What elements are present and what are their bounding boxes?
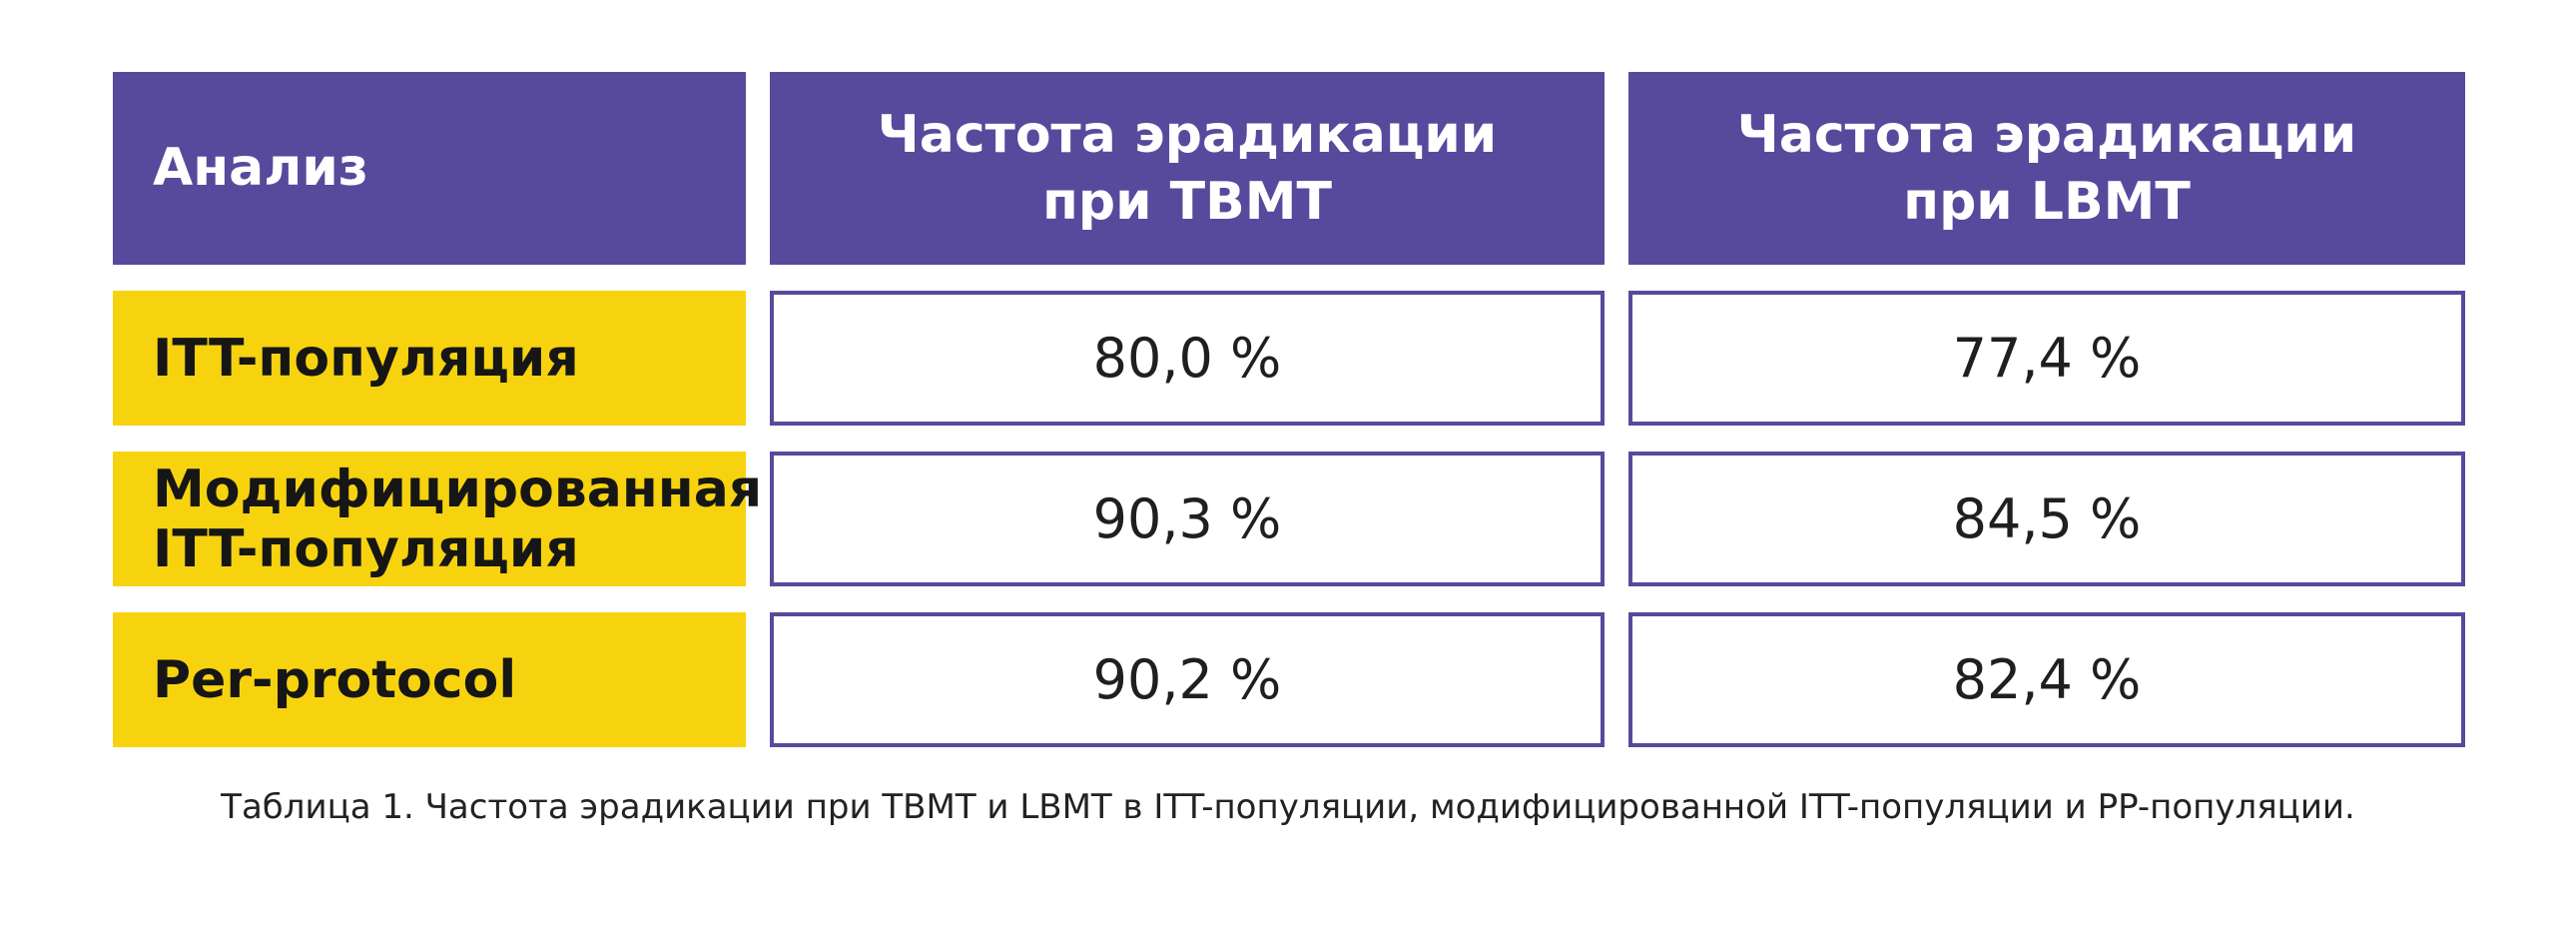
row-label: Модифицированная ITT-популяция [113, 452, 762, 586]
table-row: Модифицированная ITT-популяция 90,3 % 84… [113, 452, 2465, 586]
tbmt-value: 80,0 % [770, 291, 1605, 426]
row-label: Per-protocol [113, 612, 746, 747]
header-analysis: Анализ [113, 72, 746, 265]
lbmt-value: 84,5 % [1628, 452, 2465, 586]
row-label: ITT-популяция [113, 291, 746, 426]
header-lbmt: Частота эрадикации при LBMT [1628, 72, 2465, 265]
header-tbmt: Частота эрадикации при TBMT [770, 72, 1605, 265]
table-caption: Таблица 1. Частота эрадикации при TBMT и… [221, 787, 2355, 827]
table-header-row: Анализ Частота эрадикации при TBMT Часто… [113, 72, 2465, 265]
eradication-table: Анализ Частота эрадикации при TBMT Часто… [113, 72, 2465, 747]
lbmt-value: 82,4 % [1628, 612, 2465, 747]
tbmt-value: 90,3 % [770, 452, 1605, 586]
table-row: ITT-популяция 80,0 % 77,4 % [113, 291, 2465, 426]
tbmt-value: 90,2 % [770, 612, 1605, 747]
table-row: Per-protocol 90,2 % 82,4 % [113, 612, 2465, 747]
lbmt-value: 77,4 % [1628, 291, 2465, 426]
